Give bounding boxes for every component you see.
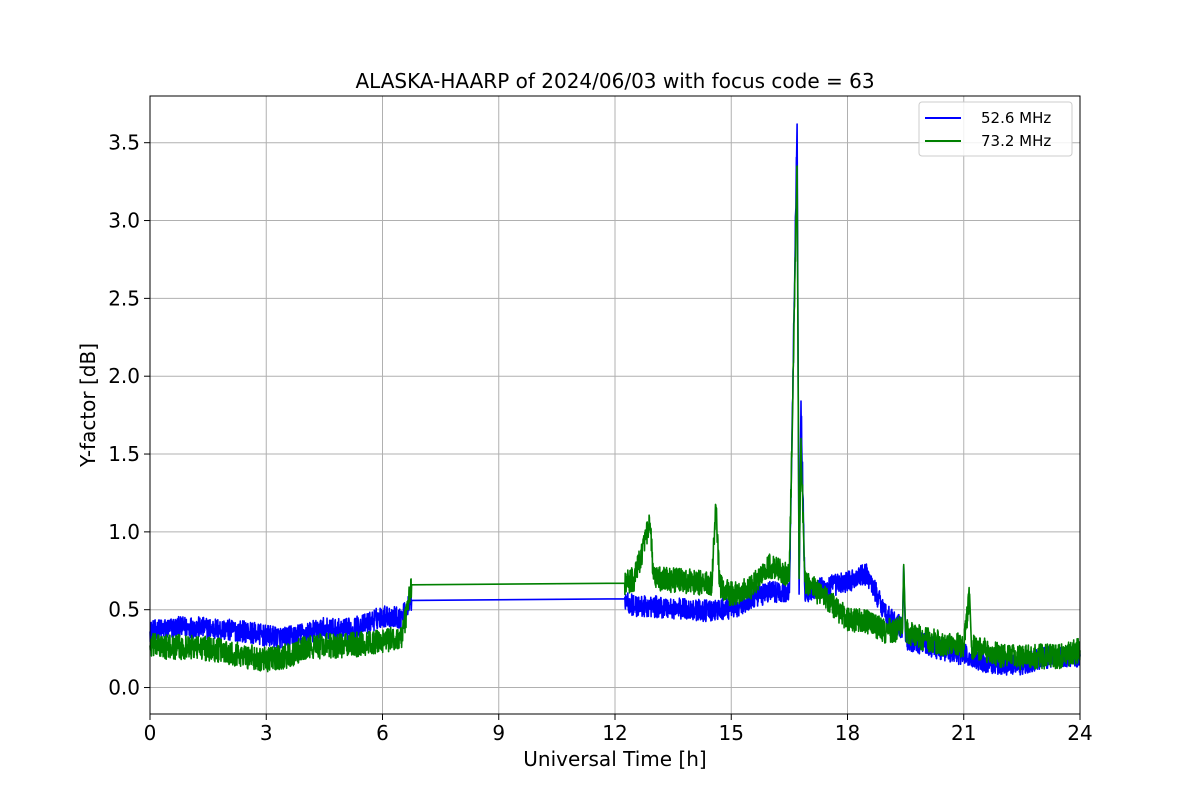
legend-label-73-2-mhz: 73.2 MHz [981, 132, 1051, 150]
legend: 52.6 MHz 73.2 MHz [918, 101, 1073, 157]
y-tick-label: 2.0 [108, 364, 140, 388]
x-tick-label: 15 [719, 721, 744, 745]
x-tick-label: 24 [1067, 721, 1092, 745]
y-tick-label: 3.0 [108, 209, 140, 233]
x-tick-label: 18 [835, 721, 860, 745]
axis-ticks: 0 3 6 9 12 15 18 21 24 0.0 0.5 1.0 1.5 2.0 2.5 3.0 3.5 [108, 131, 1093, 745]
x-tick-label: 12 [602, 721, 627, 745]
series-line-73-2-mhz [149, 165, 1081, 673]
legend-box [918, 101, 1073, 157]
legend-label-52-6-mhz: 52.6 MHz [981, 109, 1051, 127]
x-tick-label: 9 [492, 721, 505, 745]
x-tick-label: 3 [260, 721, 273, 745]
x-tick-label: 0 [144, 721, 157, 745]
y-tick-label: 3.5 [108, 131, 140, 155]
x-tick-label: 6 [376, 721, 389, 745]
y-tick-label: 1.5 [108, 442, 140, 466]
y-tick-label: 1.0 [108, 520, 140, 544]
y-axis-label: Y-factor [dB] [76, 343, 100, 468]
y-tick-label: 0.0 [108, 676, 140, 700]
y-tick-label: 0.5 [108, 598, 140, 622]
x-axis-label: Universal Time [h] [523, 747, 706, 771]
plot-series [149, 123, 1081, 676]
chart-title: ALASKA-HAARP of 2024/06/03 with focus co… [355, 69, 874, 93]
y-tick-label: 2.5 [108, 286, 140, 310]
x-tick-label: 21 [951, 721, 976, 745]
grid [149, 96, 1081, 714]
